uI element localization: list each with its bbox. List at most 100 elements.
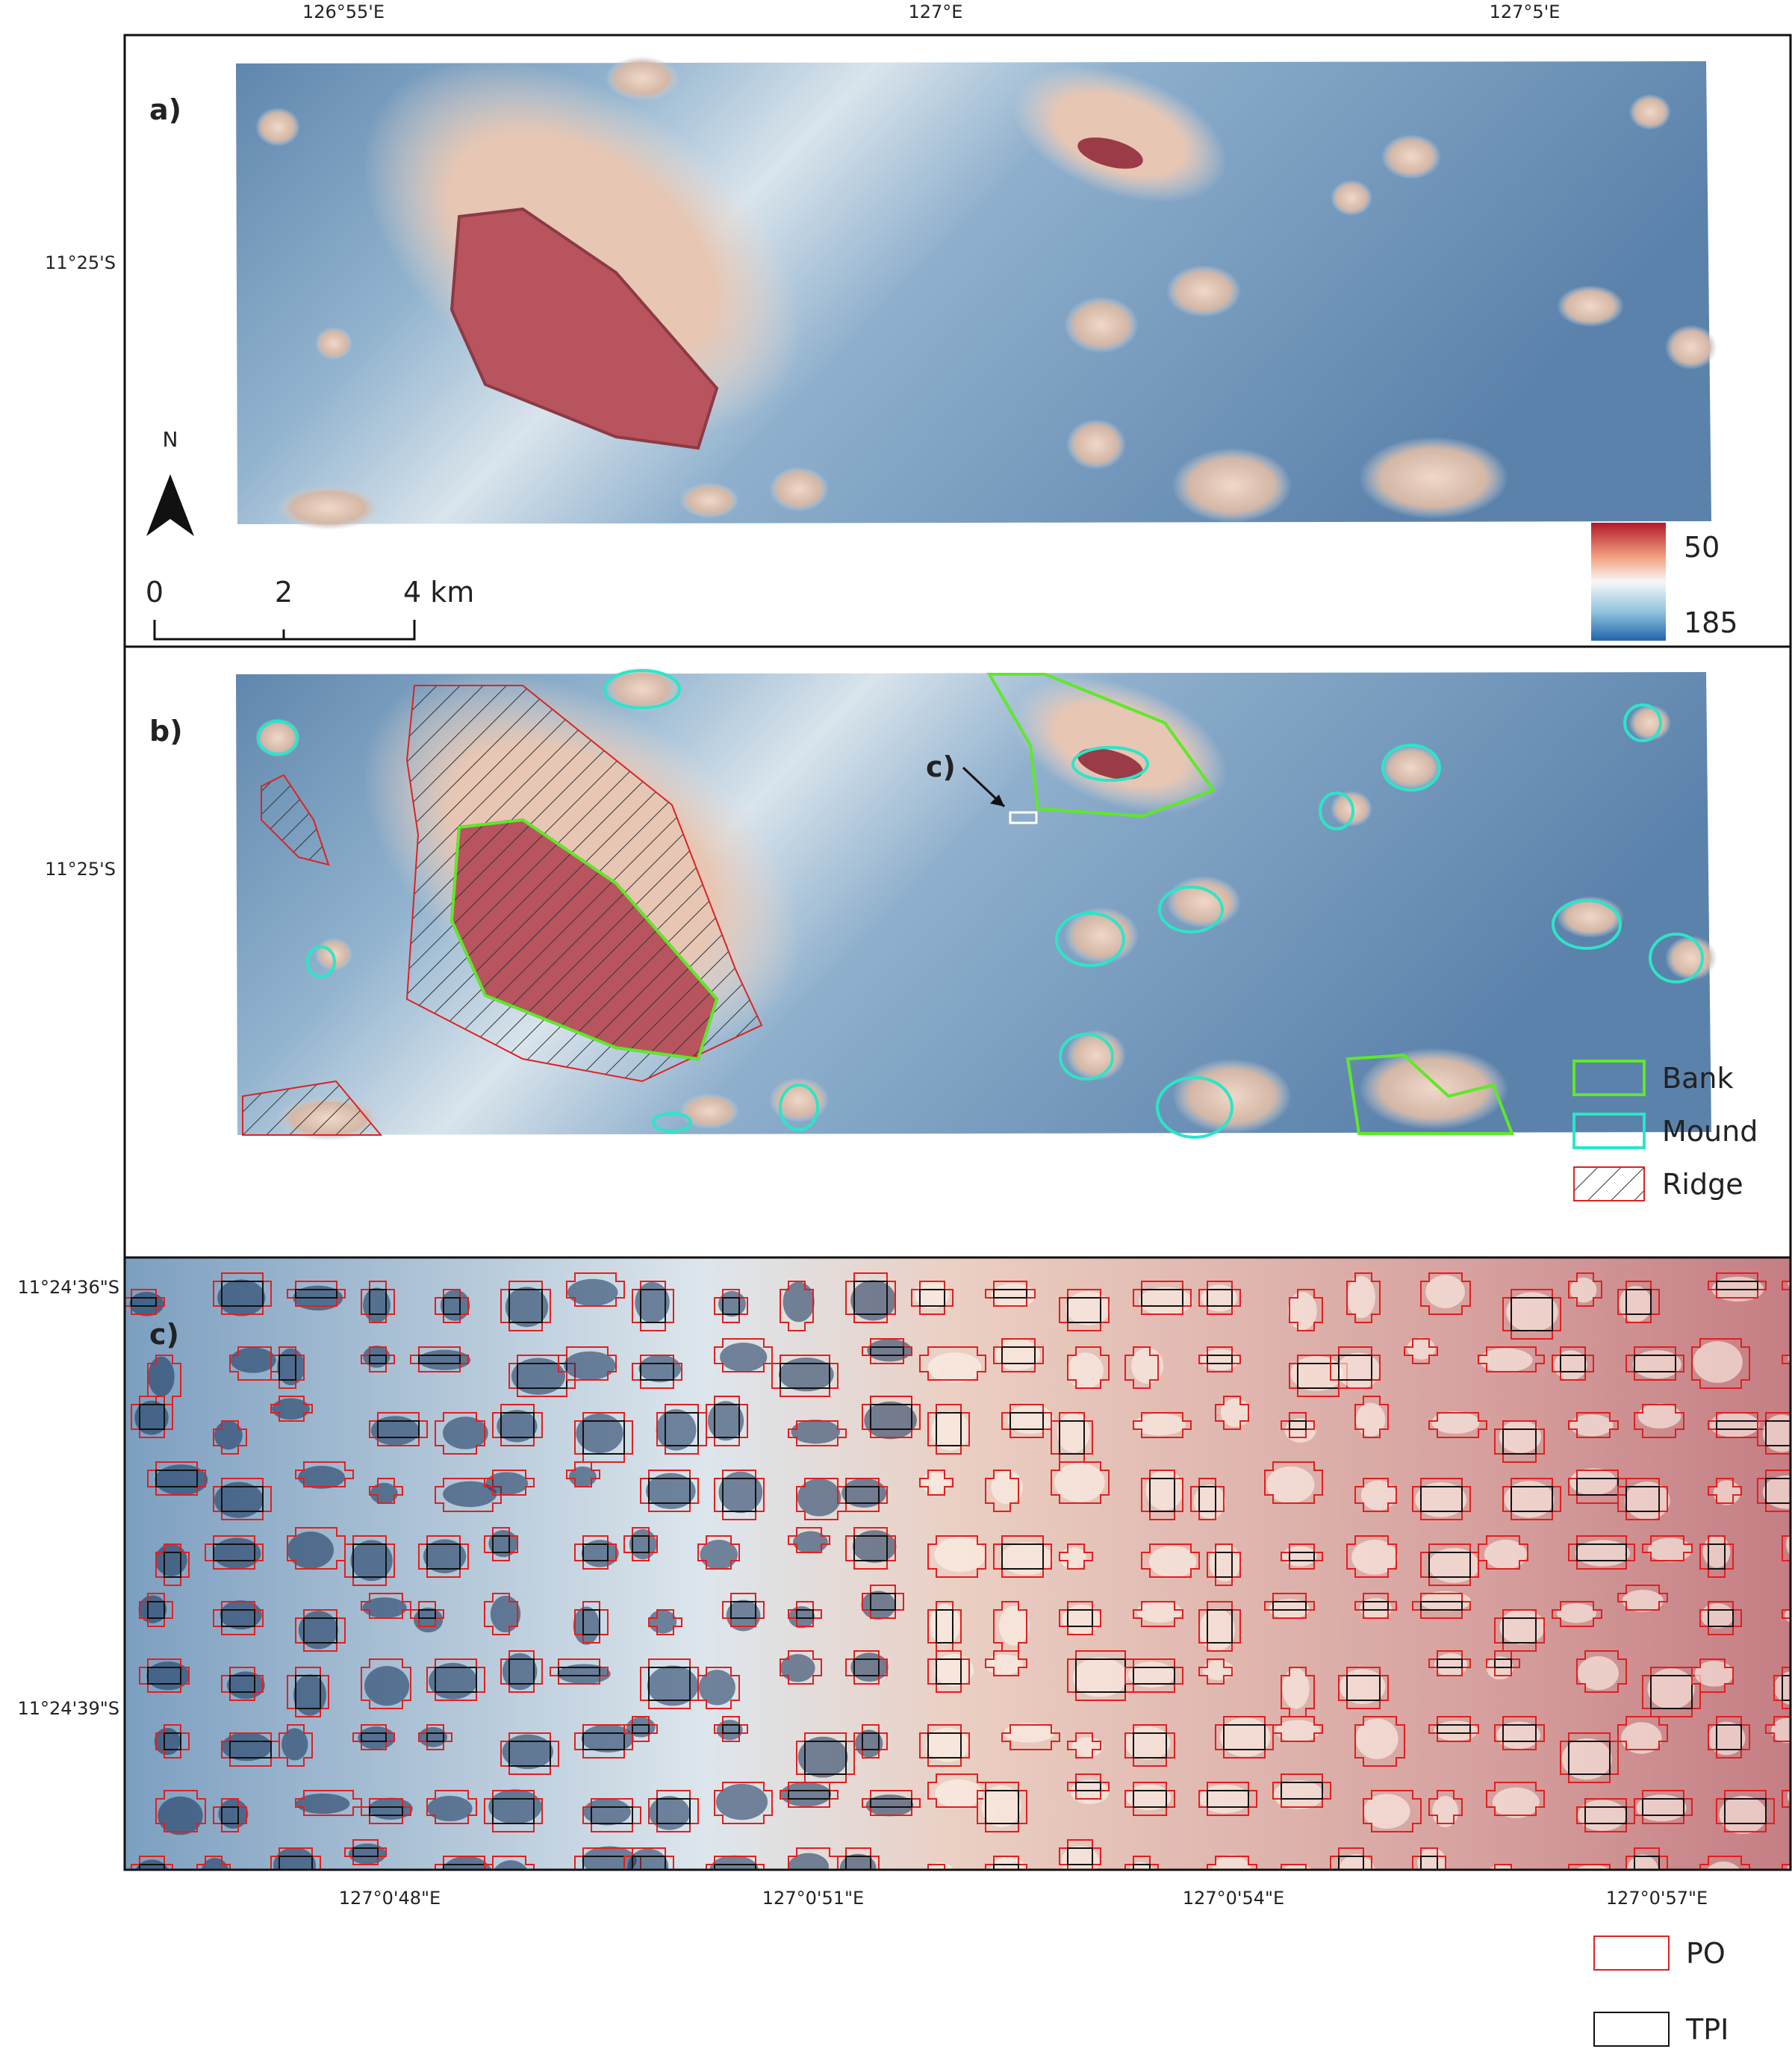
segment [1281,1873,1306,1897]
segment [1576,1650,1627,1693]
annotation: c) [926,750,956,783]
segment [221,1281,264,1307]
segment [1691,1338,1750,1389]
segment [414,1607,444,1633]
segment [573,1606,600,1645]
segment [221,1609,255,1627]
segment [1647,1537,1693,1562]
segment [1287,1292,1317,1331]
segment [423,1539,467,1573]
segment [646,1473,696,1509]
segment [989,1856,1027,1870]
segment [1702,1535,1731,1568]
segment [850,1280,896,1321]
segment [1642,1798,1684,1816]
segment [492,1798,535,1824]
segment [1289,1289,1323,1331]
segment [1272,1601,1307,1611]
segment [418,1609,436,1619]
segment [1782,1856,1791,1870]
segment [298,1466,345,1489]
segment [722,1724,740,1734]
segment [1499,1420,1542,1453]
segment [1269,1599,1310,1619]
segment [1552,1601,1602,1627]
segment [1067,1346,1110,1389]
segment [1220,1717,1271,1757]
segment [1001,1543,1044,1570]
segment [1289,1552,1315,1561]
segment [566,1461,600,1487]
segment [648,1609,682,1635]
segment [1782,1272,1791,1299]
segment [1782,1782,1791,1816]
segment [919,1346,986,1381]
segment [484,1593,518,1635]
segment [213,1543,255,1561]
segment [196,1856,231,1870]
segment [273,1847,316,1870]
segment [295,1461,354,1487]
segment [582,1732,625,1750]
segment [361,1593,411,1619]
segment [370,1482,398,1505]
segment [1275,1720,1320,1742]
segment [1765,1478,1791,1504]
segment [1339,1669,1386,1705]
segment [796,1609,814,1619]
segment [1621,1722,1662,1754]
segment [632,1724,650,1734]
segment [707,1401,744,1441]
segment [564,1351,616,1380]
segment [1067,1609,1093,1627]
segment [129,1292,164,1316]
segment [780,1650,822,1685]
segment [1124,1726,1171,1760]
segment [295,1675,321,1709]
segment [1363,1790,1422,1832]
segment [1570,1277,1597,1303]
segment [350,1540,393,1582]
segment [1363,1794,1410,1829]
segment [1511,1297,1553,1331]
segment [1001,1346,1036,1364]
segment [845,1856,871,1870]
legend-swatch [1572,1060,1646,1096]
segment [582,1609,600,1635]
segment [508,1289,543,1323]
segment [656,1798,691,1824]
segment [718,1471,763,1514]
segment [1059,1420,1085,1455]
lat-label: 11°24'39"S [18,1698,120,1719]
segment [635,1281,670,1323]
segment [131,1297,157,1307]
segment [508,1741,551,1767]
segment [1437,1658,1463,1668]
segment [1354,1716,1405,1767]
segment [1650,1675,1693,1709]
segment [1404,1338,1438,1364]
segment [270,1396,313,1422]
segment [214,1481,264,1518]
segment [218,1799,249,1829]
segment [591,1806,633,1824]
segment [1337,1352,1381,1389]
segment [484,1856,535,1870]
segment [926,1727,970,1762]
segment [1198,1658,1233,1685]
segment [839,1853,877,1870]
segment [1355,1402,1386,1437]
segment [1060,1547,1087,1570]
segment [714,1864,756,1870]
segment [1576,1543,1627,1561]
segment [985,1470,1019,1512]
segment [797,1736,848,1778]
segment [213,1420,247,1455]
segment [934,1653,974,1687]
segment [155,1464,208,1496]
segment [361,1658,411,1709]
scale-bar [153,620,416,641]
segment [934,1537,986,1573]
colorbar [1591,523,1666,641]
